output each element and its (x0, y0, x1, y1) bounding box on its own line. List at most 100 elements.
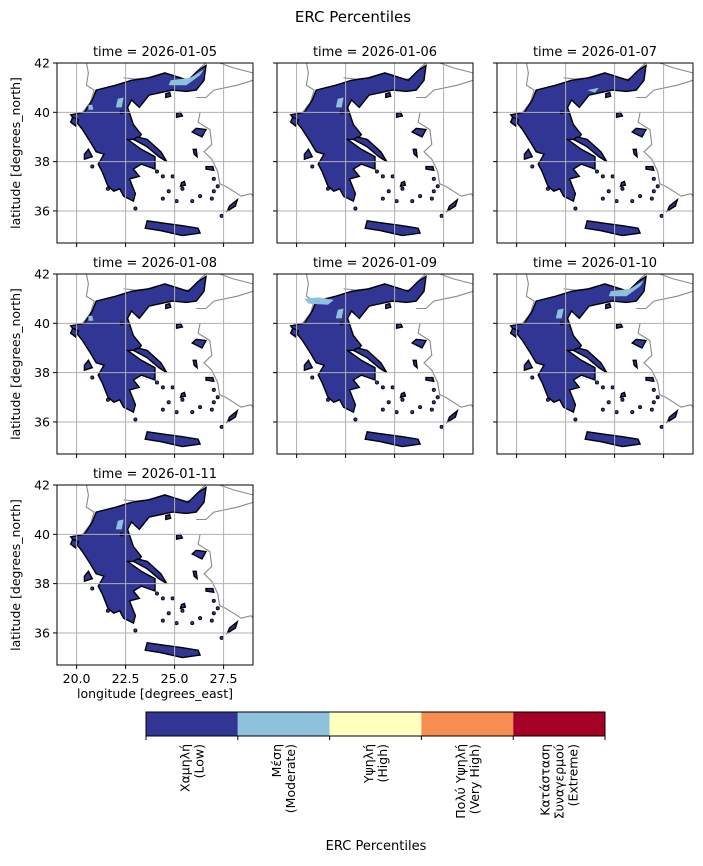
island-dot (133, 628, 138, 633)
island-dot (353, 206, 358, 211)
island-dot (154, 169, 159, 174)
panel-title: time = 2026-01-07 (533, 45, 657, 60)
island-dot (180, 608, 185, 613)
land-region (395, 322, 404, 330)
map-content (57, 63, 253, 243)
map-content (57, 274, 253, 454)
island-dot (160, 596, 165, 601)
panel-title: time = 2026-01-10 (533, 256, 657, 271)
land-region (509, 64, 647, 203)
colorbar-swatch (146, 712, 238, 736)
island-dot (394, 199, 399, 204)
land-region (69, 327, 80, 338)
y-tick-label: 36 (34, 203, 50, 218)
land-region (190, 338, 208, 349)
land-region (351, 136, 388, 163)
y-tick-label: 42 (34, 478, 50, 493)
island-dot (431, 387, 436, 392)
island-dot (651, 189, 656, 194)
map-content (497, 274, 693, 454)
land-region (584, 220, 642, 237)
land-region (632, 359, 639, 370)
land-region (226, 619, 239, 635)
island-dot (439, 213, 444, 218)
island-dot (353, 417, 358, 422)
island-dot (154, 591, 159, 596)
island-dot (435, 395, 440, 400)
land-region (179, 391, 187, 399)
land-region (165, 302, 172, 310)
island-dot (651, 400, 656, 405)
island-dot (170, 596, 175, 601)
island-dot (310, 375, 315, 380)
panel-frame (56, 273, 254, 455)
land-region (385, 91, 392, 99)
land-region (446, 408, 459, 424)
island-dot (545, 186, 550, 191)
island-dot (649, 407, 654, 412)
land-region (645, 165, 655, 172)
island-dot (219, 424, 224, 429)
land-region (192, 148, 199, 159)
island-dot (638, 194, 643, 199)
land-region (165, 91, 172, 99)
land-region (509, 275, 647, 414)
land-region (289, 327, 300, 338)
map-panel: time = 2026-01-09 (273, 256, 474, 458)
island-dot (90, 586, 95, 591)
island-dot (211, 189, 216, 194)
island-dot (211, 176, 216, 181)
neighbor-border (636, 63, 693, 99)
land-region (192, 359, 199, 370)
panel-frame (276, 62, 474, 244)
x-axis-label: longitude [degrees_east] (77, 686, 233, 701)
panel-title: time = 2026-01-05 (93, 45, 217, 60)
land-region (175, 533, 184, 541)
moderate-patch (115, 97, 124, 108)
island-dot (638, 405, 643, 410)
neighbor-border (637, 112, 693, 197)
x-tick-label: 25.0 (161, 671, 189, 686)
land-region (131, 558, 168, 585)
neighbor-border (197, 534, 253, 619)
island-dot (209, 196, 214, 201)
land-region (226, 408, 239, 424)
land-region (192, 570, 199, 581)
island-dot (160, 618, 165, 623)
land-region (615, 111, 624, 119)
island-dot (174, 410, 179, 415)
land-region (605, 91, 612, 99)
island-dot (374, 380, 379, 385)
land-region (523, 148, 534, 161)
land-region (571, 347, 608, 374)
land-region (144, 642, 202, 659)
land-region (226, 197, 239, 213)
neighbor-border (416, 274, 473, 310)
island-dot (390, 174, 395, 179)
island-dot (209, 618, 214, 623)
island-dot (219, 213, 224, 218)
island-dot (655, 184, 660, 189)
island-dot (380, 407, 385, 412)
island-dot (530, 164, 535, 169)
land-region (509, 116, 520, 127)
land-region (666, 408, 679, 424)
island-dot (649, 196, 654, 201)
colorbar-swatch (329, 712, 422, 736)
colorbar: Χαμηλή(Low) Μέση(Moderate) Υψηλή(High) Πολύ… (145, 711, 606, 819)
map-panel: time = 2026-01-10 (493, 256, 694, 458)
y-tick-label: 42 (34, 56, 50, 71)
map-content (277, 63, 473, 243)
land-region (385, 302, 392, 310)
y-tick-label: 40 (34, 105, 50, 120)
land-region (144, 431, 202, 448)
y-axis-label: latitude [degrees_north] (8, 77, 23, 229)
island-dot (600, 385, 605, 390)
island-dot (170, 174, 175, 179)
neighbor-border (196, 274, 253, 310)
x-tick-label: 22.5 (112, 671, 140, 686)
island-dot (105, 608, 110, 613)
land-region (425, 165, 435, 172)
island-dot (429, 196, 434, 201)
